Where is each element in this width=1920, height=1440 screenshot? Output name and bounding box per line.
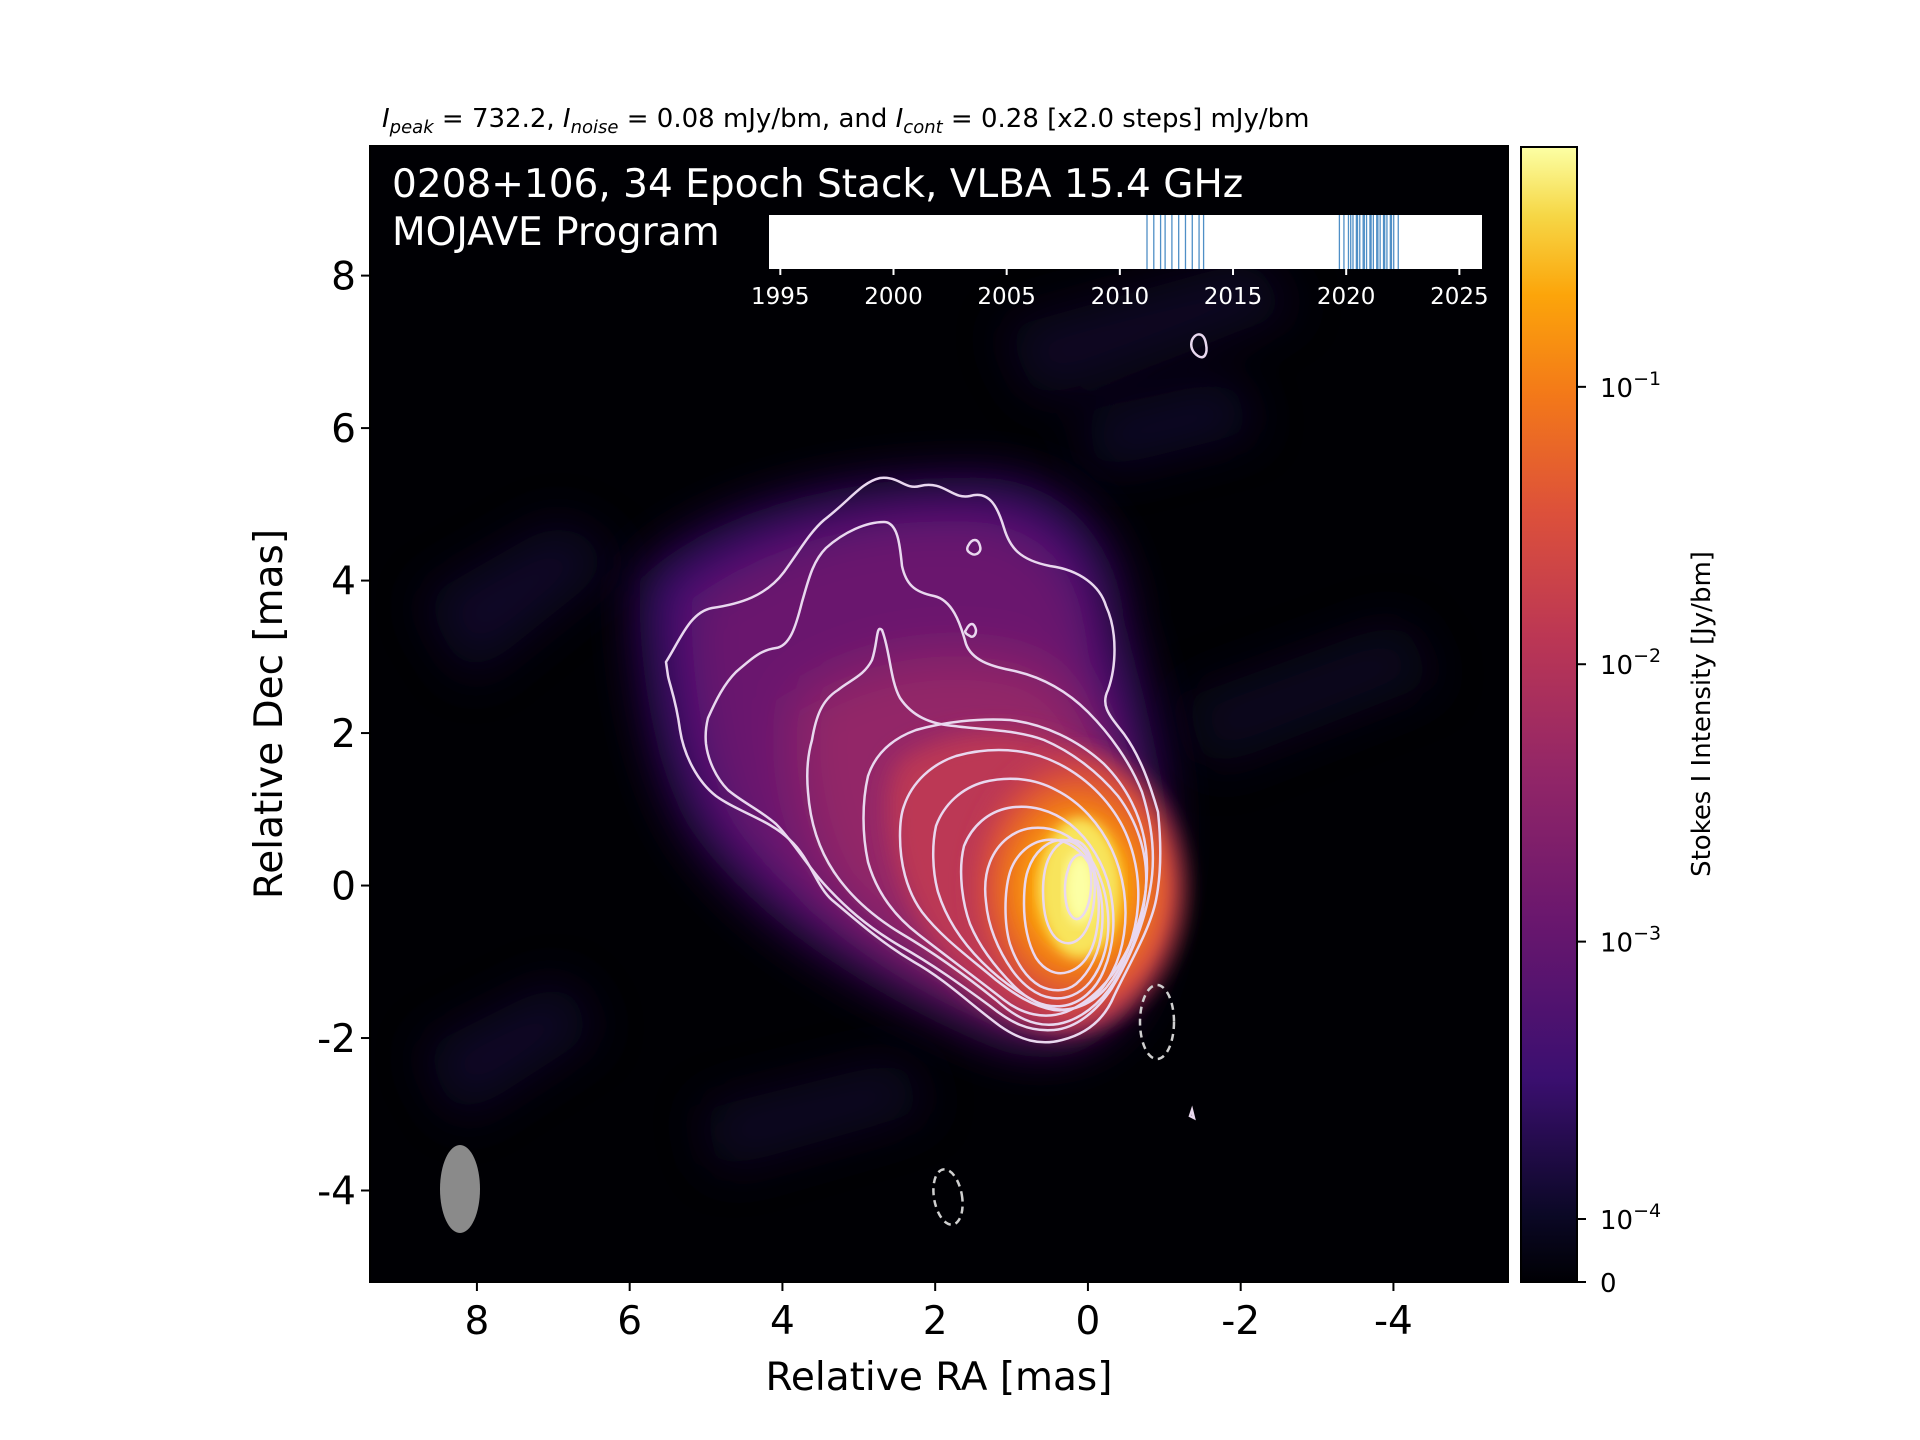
y-tick-label: -2 xyxy=(317,1017,356,1062)
contour-level-4 xyxy=(862,718,1149,1017)
colorbar-ticks: 10−1 10−2 10−3 10−4 0 xyxy=(1577,368,1661,1299)
y-tick-label: 4 xyxy=(331,560,356,605)
contours xyxy=(664,333,1208,1121)
timeline-axis: 1995 2000 2005 2010 2015 2020 2025 xyxy=(751,269,1489,310)
negative-contour-1 xyxy=(1138,983,1176,1061)
timeline-tick-label: 2005 xyxy=(977,284,1036,310)
x-axis: 8 6 4 2 0 -2 -4 xyxy=(465,1282,1413,1344)
timeline-tick-label: 2000 xyxy=(864,284,923,310)
epoch-markers xyxy=(1146,215,1399,269)
x-tick-label: 0 xyxy=(1076,1299,1101,1344)
y-tick-label: 2 xyxy=(331,712,356,757)
contour-level-1 xyxy=(664,476,1162,1044)
contour-level-2 xyxy=(704,520,1155,1032)
y-axis: 8 6 4 2 0 -2 -4 xyxy=(317,255,370,1215)
x-tick-label: 8 xyxy=(465,1299,490,1344)
timeline-tick-label: 2010 xyxy=(1091,284,1150,310)
timeline-box xyxy=(769,215,1482,269)
x-axis-label: Relative RA [mas] xyxy=(766,1355,1113,1400)
colorbar: 10−1 10−2 10−3 10−4 0 Stokes I Intensity [Jy… xyxy=(1520,146,1717,1299)
y-tick-label: -4 xyxy=(317,1170,356,1215)
y-tick-label: 6 xyxy=(331,407,356,452)
x-tick-label: 6 xyxy=(617,1299,642,1344)
y-tick-label: 8 xyxy=(331,255,356,300)
plot-title-line2: MOJAVE Program xyxy=(392,210,720,255)
colorbar-gradient xyxy=(1520,146,1578,1283)
plot-frame xyxy=(369,145,1509,1283)
beam-ellipse xyxy=(440,1145,480,1233)
contour-level-8 xyxy=(983,826,1110,1000)
plot-title-line1: 0208+106, 34 Epoch Stack, VLBA 15.4 GHz xyxy=(392,162,1243,207)
contour-level-3 xyxy=(805,627,1148,1027)
timeline-tick-label: 2015 xyxy=(1204,284,1263,310)
intensity-map xyxy=(420,260,1440,1170)
colorbar-tick-label: 0 xyxy=(1600,1269,1617,1299)
negative-contour-2 xyxy=(932,1168,964,1226)
contour-island-1 xyxy=(965,538,982,556)
contour-level-12 xyxy=(1063,853,1093,921)
contour-level-6 xyxy=(931,777,1127,1011)
contour-level-7 xyxy=(959,805,1115,1008)
timeline-tick-label: 2025 xyxy=(1430,284,1489,310)
contour-island-4 xyxy=(1188,1105,1196,1121)
contour-island-3 xyxy=(1190,333,1208,359)
contour-level-9 xyxy=(1004,838,1104,992)
y-axis-label: Relative Dec [mas] xyxy=(247,529,292,899)
colorbar-tick-label: 10−1 xyxy=(1600,368,1661,404)
image-panel: 0208+106, 34 Epoch Stack, VLBA 15.4 GHz … xyxy=(369,145,1509,1283)
epoch-timeline: 1995 2000 2005 2010 2015 2020 2025 xyxy=(751,215,1489,310)
negative-contours xyxy=(932,983,1176,1226)
x-tick-label: 4 xyxy=(770,1299,795,1344)
x-tick-label: -4 xyxy=(1374,1299,1413,1344)
contour-level-11 xyxy=(1041,838,1096,945)
colorbar-tick-label: 10−4 xyxy=(1600,1200,1661,1236)
contour-level-5 xyxy=(898,748,1140,1012)
timeline-tick-label: 2020 xyxy=(1317,284,1376,310)
y-tick-label: 0 xyxy=(331,865,356,910)
contour-island-2 xyxy=(963,622,978,638)
x-tick-label: -2 xyxy=(1221,1299,1260,1344)
colorbar-tick-label: 10−2 xyxy=(1600,645,1661,681)
x-tick-label: 2 xyxy=(923,1299,948,1344)
colorbar-tick-label: 10−3 xyxy=(1600,923,1661,959)
timeline-tick-label: 1995 xyxy=(751,284,810,310)
colorbar-label: Stokes I Intensity [Jy/bm] xyxy=(1687,551,1717,877)
header-stats: Ipeak = 732.2, Inoise = 0.08 mJy/bm, and… xyxy=(382,104,1309,138)
